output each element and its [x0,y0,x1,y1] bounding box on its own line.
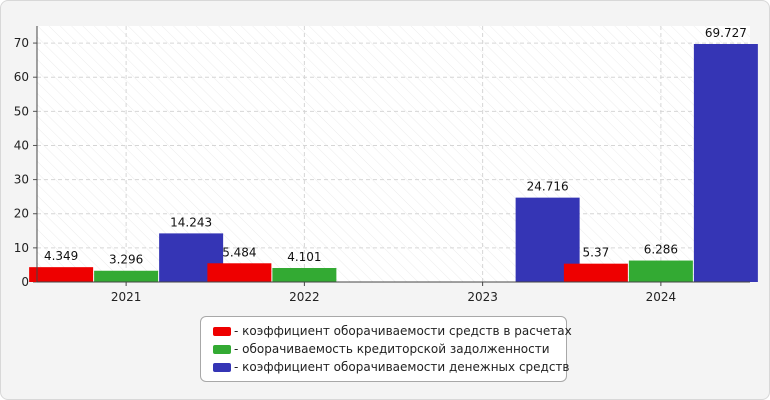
legend-swatch [213,344,231,354]
x-tick-label: 2021 [111,290,142,304]
bar [628,260,693,282]
legend-item-settlements: - коэффициент оборачиваемости средств в … [213,322,572,340]
bar [207,263,272,282]
bar-value-label: 6.286 [644,243,678,257]
bar [563,263,628,282]
bar-value-label: 24.716 [527,180,569,194]
plot-hatch [37,26,750,282]
x-tick-label: 2024 [646,290,677,304]
bar [693,43,758,283]
bar-value-label: 4.349 [44,249,78,263]
bar-value-label: 69.727 [705,26,747,40]
legend-label: - оборачиваемость кредиторской задолженн… [234,342,550,356]
y-tick-label: 20 [14,207,29,221]
bar-value-label: 3.296 [109,253,143,267]
bar [94,270,159,282]
x-tick-label: 2023 [467,290,498,304]
y-tick-label: 70 [14,36,29,50]
y-tick-label: 10 [14,241,29,255]
legend-swatch [213,362,231,372]
y-tick-label: 30 [14,173,29,187]
chart-legend: - коэффициент оборачиваемости средств в … [200,316,572,382]
legend-label: - коэффициент оборачиваемости денежных с… [234,360,570,374]
legend-item-cash: - коэффициент оборачиваемости денежных с… [213,358,570,376]
y-tick-label: 0 [21,275,29,289]
legend-swatch [213,326,231,336]
bar-value-label: 14.243 [170,215,212,229]
bar-value-label: 5.37 [583,246,610,260]
legend-label: - коэффициент оборачиваемости средств в … [234,324,572,338]
bar [29,267,94,282]
x-tick-label: 2022 [289,290,320,304]
bar-value-label: 4.101 [287,250,321,264]
y-tick-label: 40 [14,138,29,152]
bar-value-label: 5.484 [222,245,256,259]
bar [272,268,337,282]
y-tick-label: 60 [14,70,29,84]
legend-item-payables: - оборачиваемость кредиторской задолженн… [213,340,566,358]
y-tick-label: 50 [14,104,29,118]
